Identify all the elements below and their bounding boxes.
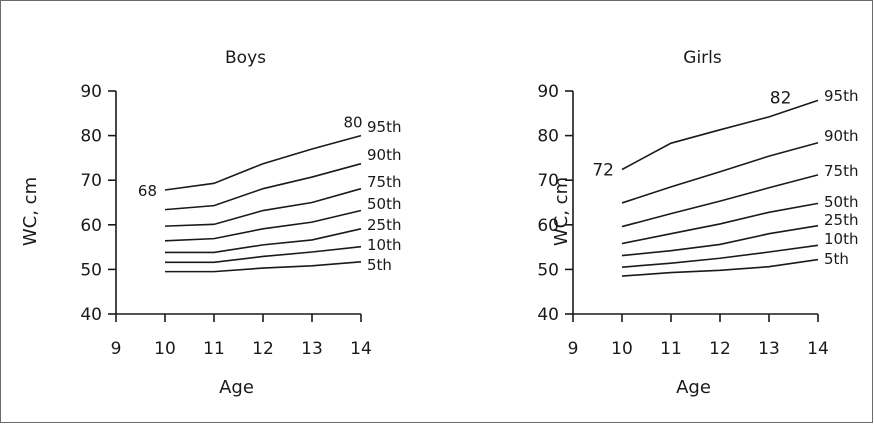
girls-y-tick-label: 90 [537,82,559,102]
boys-y-tick-label: 60 [80,216,102,236]
boys-y-tick-label: 70 [80,171,102,191]
girls-annotation: 72 [592,160,614,180]
girls-x-tick-label: 12 [709,339,731,359]
boys-series-label-25th: 25th [367,216,401,234]
girls-line-90th [621,141,819,204]
girls-x-tick-label: 9 [568,339,579,359]
girls-y-tick-label: 80 [537,127,559,147]
boys-annotation: 68 [138,182,157,200]
boys-series-label-50th: 50th [367,195,401,213]
boys-x-tick-label: 10 [154,339,176,359]
girls-line-10th [621,244,819,268]
boys-series-label-10th: 10th [367,236,401,254]
boys-x-tick-label: 9 [111,339,122,359]
boys-series-label-90th: 90th [367,146,401,164]
girls-chart-title: Girls [683,48,722,68]
girls-y-axis-label: WC, cm [551,177,572,246]
boys-y-tick-label: 50 [80,260,102,280]
girls-series-label-25th: 25th [824,211,858,229]
girls-line-5th [621,258,819,277]
girls-series-label-90th: 90th [824,127,858,145]
girls-line-25th [621,224,819,257]
girls-y-tick-label: 50 [537,260,559,280]
girls-panel: Girls 40 50 60 70 80 90 9 10 11 12 13 14 Age WC, cm 5th… [537,48,858,398]
boys-y-tick-label: 80 [80,127,102,147]
boys-line-95th [164,134,362,191]
boys-series-label-75th: 75th [367,173,401,191]
girls-x-tick-label: 13 [758,339,780,359]
boys-chart-title: Boys [225,48,266,68]
girls-annotation: 82 [770,89,792,109]
boys-y-tick-label: 40 [80,305,102,325]
boys-x-tick-label: 11 [203,339,225,359]
girls-series-label-95th: 95th [824,87,858,105]
boys-line-5th [165,261,362,273]
boys-y-axis-label: WC, cm [20,177,41,246]
boys-x-tick-label: 12 [252,339,274,359]
girls-series-label-75th: 75th [824,162,858,180]
girls-x-tick-label: 14 [807,339,829,359]
girls-line-75th [621,174,819,228]
boys-series-label-95th: 95th [367,118,401,136]
girls-series-label-5th: 5th [824,250,849,268]
girls-line-95th [621,99,819,171]
boys-y-tick-label: 90 [80,82,102,102]
girls-y-tick-label: 40 [537,305,559,325]
girls-x-tick-label: 11 [660,339,682,359]
boys-panel: Boys 40 50 60 70 80 90 9 10 11 12 13 14 Age WC, cm 5th 1… [20,48,401,398]
girls-y-tick-label: 70 [537,171,559,191]
girls-y-tick-label: 60 [537,216,559,236]
girls-series-label-50th: 50th [824,193,858,211]
boys-line-75th [164,187,362,227]
girls-series-label-10th: 10th [824,230,858,248]
girls-x-tick-label: 10 [611,339,633,359]
boys-x-tick-label: 13 [301,339,323,359]
boys-line-90th [164,162,362,211]
boys-line-50th [164,209,362,242]
boys-line-25th [165,228,362,254]
girls-x-axis-label: Age [676,377,711,398]
boys-x-axis-label: Age [219,377,254,398]
boys-series-label-5th: 5th [367,256,392,274]
girls-line-50th [621,202,819,245]
boys-line-10th [165,245,362,264]
boys-x-tick-label: 14 [350,339,372,359]
boys-annotation: 80 [343,114,362,132]
